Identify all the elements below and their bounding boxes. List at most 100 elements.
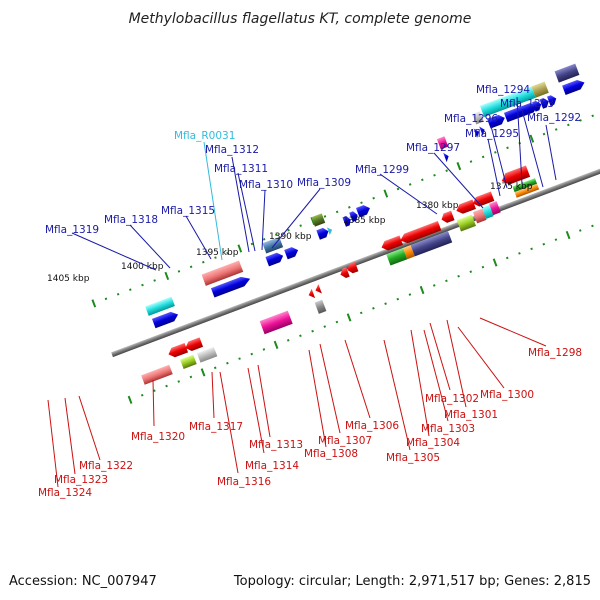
gene-feature[interactable] <box>339 267 350 279</box>
tick-label: 1375 kbp <box>490 182 533 192</box>
gene-feature[interactable] <box>473 127 481 138</box>
gene-feature[interactable] <box>180 354 197 369</box>
gene-feature[interactable] <box>479 125 486 136</box>
gene-feature[interactable] <box>380 235 403 252</box>
gene-label[interactable]: Mfla_1295 <box>465 128 519 140</box>
gene-label[interactable]: Mfla_1316 <box>217 476 271 488</box>
gene-label[interactable]: Mfla_1300 <box>480 389 534 401</box>
gene-feature[interactable] <box>539 97 551 109</box>
minor-tick <box>421 178 424 182</box>
gene-feature[interactable] <box>489 201 501 216</box>
gene-label[interactable]: Mfla_1317 <box>189 421 243 433</box>
gene-label[interactable]: Mfla_1315 <box>161 205 215 217</box>
gene-feature[interactable] <box>167 342 189 359</box>
genome-summary-text: Topology: circular; Length: 2,971,517 bp… <box>233 574 591 589</box>
major-tick <box>91 299 97 308</box>
gene-feature[interactable] <box>210 274 252 298</box>
gene-feature[interactable] <box>531 81 549 98</box>
gene-label[interactable]: Mfla_1305 <box>386 452 440 464</box>
gene-label[interactable]: Mfla_1296 <box>444 113 498 125</box>
gene-feature[interactable] <box>443 151 450 163</box>
minor-tick <box>299 334 302 338</box>
gene-label[interactable]: Mfla_1307 <box>318 435 372 447</box>
gene-label[interactable]: Mfla_1303 <box>421 423 475 435</box>
gene-label[interactable]: Mfla_1292 <box>527 112 581 124</box>
gene-feature[interactable] <box>314 299 327 314</box>
gene-label[interactable]: Mfla_1293 <box>500 98 554 110</box>
gene-feature[interactable] <box>399 221 442 245</box>
gene-label[interactable]: Mfla_1299 <box>355 164 409 176</box>
gene-feature[interactable] <box>479 86 536 118</box>
gene-label[interactable]: Mfla_1309 <box>297 177 351 189</box>
gene-feature[interactable] <box>196 346 218 363</box>
gene-feature[interactable] <box>532 99 543 112</box>
gene-label[interactable]: Mfla_1320 <box>131 431 185 443</box>
gene-feature[interactable] <box>201 260 244 286</box>
gene-label[interactable]: Mfla_1302 <box>425 393 479 405</box>
gene-feature[interactable] <box>307 288 316 300</box>
gene-feature[interactable] <box>356 203 372 218</box>
gene-feature[interactable] <box>512 178 538 193</box>
rna-label[interactable]: Mfla_R0031 <box>174 130 235 142</box>
gene-feature[interactable] <box>265 251 284 267</box>
gene-label[interactable]: Mfla_1318 <box>104 214 158 226</box>
gene-feature[interactable] <box>284 245 300 260</box>
gene-label[interactable]: Mfla_1313 <box>249 439 303 451</box>
gene-label[interactable]: Mfla_1312 <box>205 144 259 156</box>
gene-feature[interactable] <box>487 113 506 129</box>
gene-label[interactable]: Mfla_1298 <box>528 347 582 359</box>
gene-label[interactable]: Mfla_1306 <box>345 420 399 432</box>
gene-feature[interactable] <box>410 231 453 257</box>
gene-feature[interactable] <box>403 245 415 260</box>
minor-tick <box>323 325 327 328</box>
gene-label[interactable]: Mfla_1324 <box>38 487 92 499</box>
gene-feature[interactable] <box>141 364 173 385</box>
gene-label[interactable]: Mfla_1301 <box>444 409 498 421</box>
gene-feature[interactable] <box>455 199 476 215</box>
major-tick <box>273 340 279 349</box>
gene-feature[interactable] <box>503 101 539 123</box>
major-tick <box>529 134 535 143</box>
major-tick <box>456 162 462 171</box>
gene-label[interactable]: Mfla_1304 <box>406 437 460 449</box>
gene-feature[interactable] <box>259 310 293 335</box>
major-tick <box>492 258 498 267</box>
gene-feature[interactable] <box>456 214 476 232</box>
gene-feature[interactable] <box>184 337 204 352</box>
gene-feature[interactable] <box>349 210 359 223</box>
gene-label[interactable]: Mfla_1310 <box>239 179 293 191</box>
gene-feature[interactable] <box>547 94 558 106</box>
gene-feature[interactable] <box>314 284 322 295</box>
gene-label[interactable]: Mfla_1297 <box>406 142 460 154</box>
minor-tick <box>506 146 509 150</box>
gene-feature[interactable] <box>481 204 494 219</box>
minor-tick <box>372 307 375 310</box>
gene-feature[interactable] <box>472 111 484 125</box>
gene-label[interactable]: Mfla_1322 <box>79 460 133 472</box>
gene-feature[interactable] <box>554 63 580 83</box>
tick-label: 1395 kbp <box>196 248 239 258</box>
gene-feature[interactable] <box>311 213 326 227</box>
minor-tick <box>226 251 229 255</box>
gene-feature[interactable] <box>145 296 175 316</box>
rna-feature[interactable] <box>326 226 334 235</box>
gene-label[interactable]: Mfla_1311 <box>214 163 268 175</box>
gene-label[interactable]: Mfla_1314 <box>245 460 299 472</box>
gene-feature[interactable] <box>500 165 531 186</box>
gene-feature[interactable] <box>386 247 408 266</box>
gene-label[interactable]: Mfla_1323 <box>54 474 108 486</box>
gene-feature[interactable] <box>151 310 180 329</box>
gene-feature[interactable] <box>472 208 487 224</box>
gene-label[interactable]: Mfla_1308 <box>304 448 358 460</box>
gene-feature[interactable] <box>440 210 455 225</box>
top-leader-lines <box>71 96 557 271</box>
gene-feature[interactable] <box>562 78 586 95</box>
gene-feature[interactable] <box>346 261 359 275</box>
minor-tick <box>323 215 327 218</box>
gene-feature[interactable] <box>514 183 540 198</box>
gene-feature[interactable] <box>436 136 449 150</box>
gene-feature[interactable] <box>316 227 330 240</box>
gene-label[interactable]: Mfla_1294 <box>476 84 530 96</box>
gene-label[interactable]: Mfla_1319 <box>45 224 99 236</box>
gene-feature[interactable] <box>342 215 352 227</box>
